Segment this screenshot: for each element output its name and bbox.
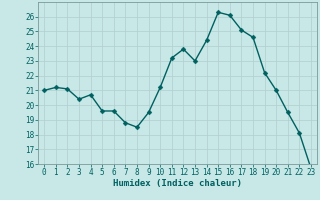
X-axis label: Humidex (Indice chaleur): Humidex (Indice chaleur) xyxy=(113,179,242,188)
